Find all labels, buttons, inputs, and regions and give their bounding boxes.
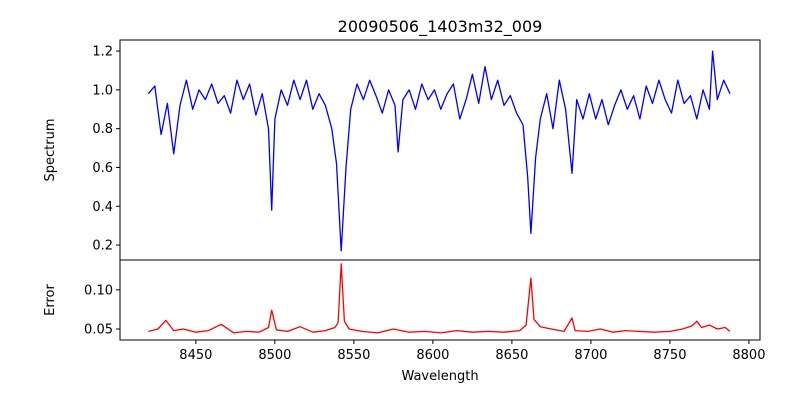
x-tick-label: 8700 [574,348,607,363]
x-tick-label: 8600 [416,348,449,363]
spectrum-ylabel: Spectrum [43,119,58,182]
x-tick-label: 8500 [258,348,291,363]
chart-title: 20090506_1403m32_009 [338,17,543,37]
y-tick-label: 1.0 [92,83,113,98]
error-line [148,263,731,334]
y-tick-label: 0.8 [92,122,113,137]
y-tick-label: 0.4 [92,200,113,215]
y-tick-label: 0.6 [92,161,113,176]
y-tick-label: 0.10 [84,283,113,298]
axes-frame [119,259,761,341]
y-tick-label: 1.2 [92,45,113,60]
x-tick-label: 8800 [732,348,765,363]
x-tick-label: 8450 [179,348,212,363]
error-axes: 0.05 0.10 8450 8500 8550 8600 8650 8700 8750 8800 [84,259,765,363]
y-tick-label: 0.2 [92,239,113,254]
x-axis-label: Wavelength [401,369,478,384]
spectrum-line [147,50,731,252]
x-tick-label: 8550 [337,348,370,363]
y-tick-label: 0.05 [84,323,113,338]
error-ylabel: Error [43,284,58,316]
x-tick-label: 8750 [653,348,686,363]
x-tick-label: 8650 [495,348,528,363]
